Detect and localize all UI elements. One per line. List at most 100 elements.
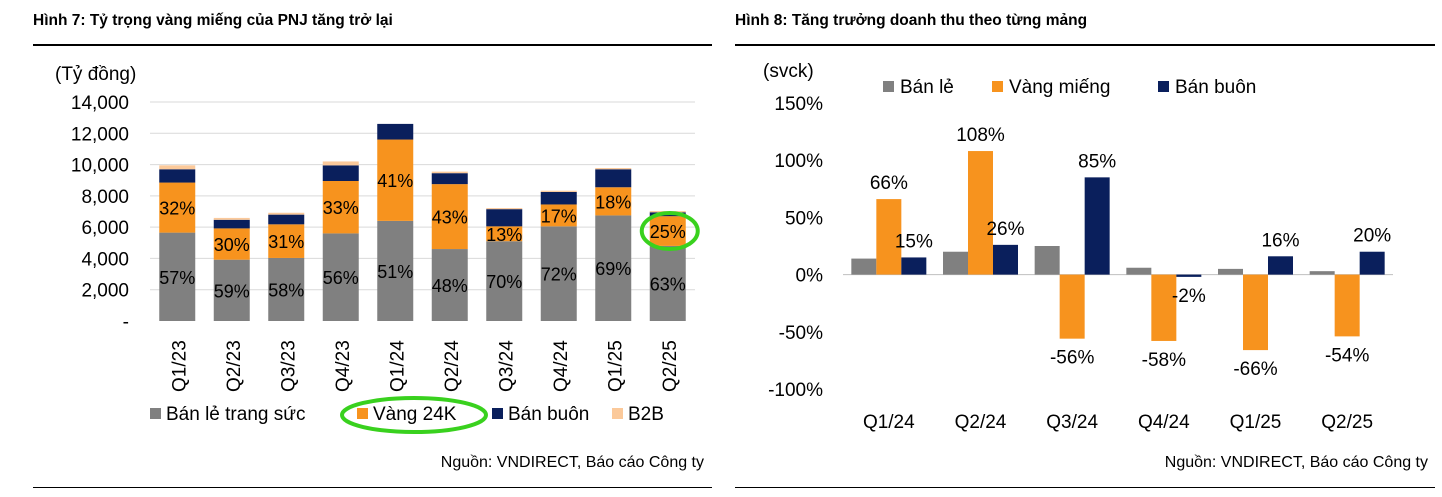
bar: [1268, 256, 1293, 275]
bar-segment: [486, 241, 523, 321]
x-tick-label: Q2/24: [955, 412, 1007, 433]
bar-segment: [213, 217, 250, 220]
y-tick-label: 4,000: [81, 249, 129, 270]
bar: [1176, 274, 1202, 277]
data-label: 85%: [1078, 151, 1116, 172]
bar-segment: [322, 180, 359, 234]
bottom-rule: [33, 487, 712, 488]
bar: [1126, 267, 1152, 275]
data-label: 57%: [159, 268, 195, 288]
bar: [1059, 274, 1085, 339]
bar-segment: [540, 204, 577, 227]
bar-segment: [213, 259, 250, 321]
y-tick-label: -50%: [779, 323, 823, 344]
x-tick-label: Q1/24: [387, 340, 408, 392]
title-rule: [735, 44, 1435, 46]
data-label: 51%: [377, 262, 413, 282]
x-tick-label: Q2/23: [224, 340, 245, 392]
bar-segment: [322, 161, 359, 166]
legend-swatch: [357, 408, 368, 419]
bar-segment: [159, 169, 196, 183]
bar: [1084, 177, 1110, 275]
x-tick-label: Q1/25: [605, 340, 626, 392]
x-tick-label: Q4/24: [551, 340, 572, 392]
data-label: 108%: [956, 125, 1005, 146]
legend-swatch: [612, 408, 623, 419]
legend-label: Vàng miếng: [1009, 77, 1110, 98]
bar: [876, 199, 902, 275]
data-label: 33%: [323, 198, 359, 218]
bar-segment: [595, 215, 632, 321]
bar: [1309, 271, 1335, 275]
x-tick-label: Q1/24: [863, 412, 915, 433]
data-label: 58%: [268, 280, 304, 300]
bar-segment: [377, 220, 414, 321]
legend-swatch: [492, 408, 503, 419]
bar-segment: [486, 209, 523, 227]
y-tick-label: 150%: [774, 94, 823, 115]
bar-segment: [540, 226, 577, 321]
figure-7-panel: Hình 7: Tỷ trọng vàng miếng của PNJ tăng…: [0, 0, 712, 497]
y-tick-label: -100%: [768, 380, 823, 401]
data-label: 56%: [323, 268, 359, 288]
bar: [1243, 274, 1268, 351]
x-tick-label: Q1/23: [169, 340, 190, 392]
bar-segment: [595, 168, 632, 170]
x-tick-label: Q2/25: [1321, 412, 1373, 433]
legend-swatch: [1158, 81, 1169, 92]
data-label: 20%: [1353, 226, 1391, 247]
x-tick-label: Q2/25: [660, 340, 681, 392]
bar-segment: [377, 123, 414, 140]
y-tick-label: -: [123, 312, 129, 333]
data-label: 13%: [486, 225, 522, 245]
bar-segment: [431, 173, 468, 185]
data-label: 18%: [595, 192, 631, 212]
bar-segment: [649, 216, 686, 246]
data-label: 70%: [486, 272, 522, 292]
bar-segment: [377, 139, 414, 221]
data-label: -56%: [1050, 348, 1094, 369]
y-tick-label: 0%: [796, 266, 824, 287]
data-label: 26%: [986, 219, 1024, 240]
data-label: -66%: [1233, 359, 1277, 380]
y-tick-label: 2,000: [81, 281, 129, 302]
data-label: 69%: [595, 259, 631, 279]
bar: [851, 258, 877, 275]
data-label: 48%: [432, 276, 468, 296]
bar: [1218, 268, 1243, 275]
bar: [1151, 274, 1177, 341]
highlight-circle: [639, 211, 700, 252]
y-unit-label: (Tỷ đồng): [55, 64, 136, 85]
y-unit-label: (svck): [763, 61, 814, 82]
bar-segment: [322, 165, 359, 181]
bar-segment: [431, 184, 468, 250]
data-label: 31%: [268, 232, 304, 252]
bar-segment: [213, 219, 250, 229]
data-label: 63%: [650, 274, 686, 294]
data-label: 25%: [650, 222, 686, 242]
figure-7-source: Nguồn: VNDIRECT, Báo cáo Công ty: [440, 454, 704, 471]
legend-swatch: [150, 408, 161, 419]
legend-label: Bán lẻ trang sức: [166, 404, 305, 425]
data-label: 17%: [541, 206, 577, 226]
bar: [1359, 251, 1385, 275]
y-tick-label: 6,000: [81, 218, 129, 239]
bar-segment: [595, 169, 632, 188]
bar-segment: [486, 208, 523, 210]
bar-segment: [159, 232, 196, 321]
bar-segment: [540, 191, 577, 205]
x-tick-label: Q3/24: [1046, 412, 1098, 433]
x-tick-label: Q1/25: [1230, 412, 1282, 433]
figure-8-source: Nguồn: VNDIRECT, Báo cáo Công ty: [1164, 454, 1428, 471]
bar: [943, 251, 968, 275]
data-label: 16%: [1261, 230, 1299, 251]
x-tick-label: Q4/24: [1138, 412, 1190, 433]
bar-segment: [322, 233, 359, 321]
bar: [993, 244, 1018, 275]
data-label: 66%: [870, 173, 908, 194]
bar-segment: [268, 214, 305, 225]
bar: [1334, 274, 1360, 337]
data-label: -58%: [1142, 350, 1186, 371]
y-tick-label: 50%: [785, 208, 823, 229]
data-label: -2%: [1172, 286, 1206, 307]
